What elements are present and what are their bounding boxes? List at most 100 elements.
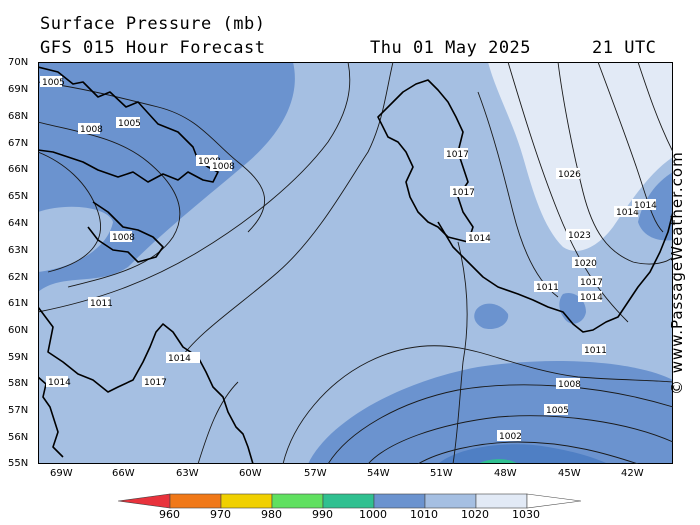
forecast-date: Thu 01 May 2025: [370, 38, 532, 58]
isobar-label: 1017: [142, 376, 167, 388]
svg-text:1014: 1014: [634, 201, 657, 211]
isobar-label: 1020: [572, 257, 597, 269]
isobar-label: 1011: [534, 281, 559, 293]
legend-label: 1010: [410, 508, 438, 521]
lat-label: 68N: [8, 111, 29, 122]
svg-text:1014: 1014: [168, 354, 191, 364]
isobar-label: 1002: [497, 430, 522, 442]
lat-label: 70N: [8, 57, 29, 68]
lat-label: 62N: [8, 272, 29, 283]
coast-greenland-west: [377, 79, 474, 243]
coast-baffin: [38, 66, 219, 183]
lat-label: 61N: [8, 298, 29, 309]
svg-text:1014: 1014: [580, 293, 603, 303]
pressure-map: 1005 1008 1005 1008 1008 1008 1011 1014 …: [38, 62, 673, 464]
lat-label: 64N: [8, 218, 29, 229]
svg-text:1017: 1017: [446, 150, 469, 160]
legend-swatch-970: [169, 493, 222, 509]
lon-label: 66W: [112, 468, 135, 479]
isobar-label: 1014: [614, 206, 639, 218]
svg-text:1011: 1011: [536, 283, 559, 293]
isobar-label: 1014: [578, 291, 603, 303]
isobar-label: 1008: [196, 155, 221, 167]
svg-text:1011: 1011: [90, 299, 113, 309]
isobar-label: 1008: [78, 123, 103, 135]
lat-label: 67N: [8, 138, 29, 149]
legend-label: 1020: [461, 508, 489, 521]
legend-swatch-960: [118, 493, 171, 509]
high-pressure-area-greenland: [488, 62, 673, 251]
isobar-label: 1014: [466, 232, 491, 244]
lat-label: 55N: [8, 458, 29, 469]
lon-label: 45W: [558, 468, 581, 479]
forecast-subtitle: GFS 015 Hour Forecast: [40, 38, 266, 58]
lon-label: 51W: [430, 468, 453, 479]
pressure-legend: [118, 493, 582, 509]
low-pressure-core-south: [438, 444, 608, 464]
svg-text:1008: 1008: [212, 162, 235, 172]
svg-text:1014: 1014: [616, 208, 639, 218]
svg-text:1017: 1017: [580, 278, 603, 288]
isobar-label: 1008: [210, 160, 235, 172]
svg-text:1014: 1014: [48, 378, 71, 388]
forecast-time: 21 UTC: [592, 38, 657, 58]
legend-label: 1030: [512, 508, 540, 521]
isobar-label: 1011: [582, 344, 607, 356]
legend-label: 970: [210, 508, 231, 521]
legend-swatch-1020: [424, 493, 477, 509]
legend-label: 980: [261, 508, 282, 521]
legend-label: 960: [159, 508, 180, 521]
lon-label: 54W: [367, 468, 390, 479]
svg-text:1005: 1005: [118, 119, 141, 129]
isobar-label: 1014: [632, 199, 657, 211]
lat-label: 58N: [8, 378, 29, 389]
coast-labrador: [38, 306, 254, 464]
isobar-label: 1008: [556, 378, 581, 390]
svg-text:1017: 1017: [452, 188, 475, 198]
svg-text:1008: 1008: [198, 157, 221, 167]
mid-pressure-patch-hudson: [38, 206, 113, 272]
legend-label: 990: [312, 508, 333, 521]
svg-text:1023: 1023: [568, 231, 591, 241]
legend-label: 1000: [359, 508, 387, 521]
lat-label: 57N: [8, 405, 29, 416]
isobar-label: 1014: [166, 352, 200, 364]
svg-text:1005: 1005: [546, 406, 569, 416]
svg-text:1008: 1008: [558, 380, 581, 390]
lat-label: 56N: [8, 432, 29, 443]
isobar-label: 1017: [450, 186, 475, 198]
lon-label: 48W: [494, 468, 517, 479]
svg-text:1008: 1008: [80, 125, 103, 135]
isobar-label: 1005: [544, 404, 569, 416]
svg-text:1011: 1011: [584, 346, 607, 356]
coast-baffin-south: [87, 201, 164, 263]
lat-label: 65N: [8, 191, 29, 202]
chart-title: Surface Pressure (mb): [40, 14, 266, 34]
legend-swatch-990: [271, 493, 324, 509]
legend-swatch-1000: [322, 493, 375, 509]
isobar-label: 1005: [116, 117, 141, 129]
svg-text:1026: 1026: [558, 170, 581, 180]
lon-label: 42W: [621, 468, 644, 479]
low-pressure-center: [478, 459, 518, 464]
legend-swatch-1030: [475, 493, 528, 509]
svg-text:1020: 1020: [574, 259, 597, 269]
isobar-label: 1017: [444, 148, 469, 160]
lat-label: 66N: [8, 164, 29, 175]
map-frame: [38, 62, 673, 464]
isobar-label: 1023: [566, 229, 591, 241]
lat-label: 60N: [8, 325, 29, 336]
isobar-labels: 1005 1008 1005 1008 1008 1008 1011 1014 …: [40, 76, 657, 442]
low-pressure-cell-cape: [474, 303, 509, 330]
lon-label: 63W: [176, 468, 199, 479]
coast-greenland-southwest: [437, 211, 673, 333]
svg-text:1005: 1005: [42, 78, 65, 88]
lat-label: 63N: [8, 245, 29, 256]
isobar-label: 1011: [88, 297, 113, 309]
isobar-label: 1014: [46, 376, 71, 388]
lat-label: 69N: [8, 84, 29, 95]
lat-label: 59N: [8, 352, 29, 363]
legend-swatch-980: [220, 493, 273, 509]
isobar-label: 1017: [578, 276, 603, 288]
lon-label: 60W: [239, 468, 262, 479]
